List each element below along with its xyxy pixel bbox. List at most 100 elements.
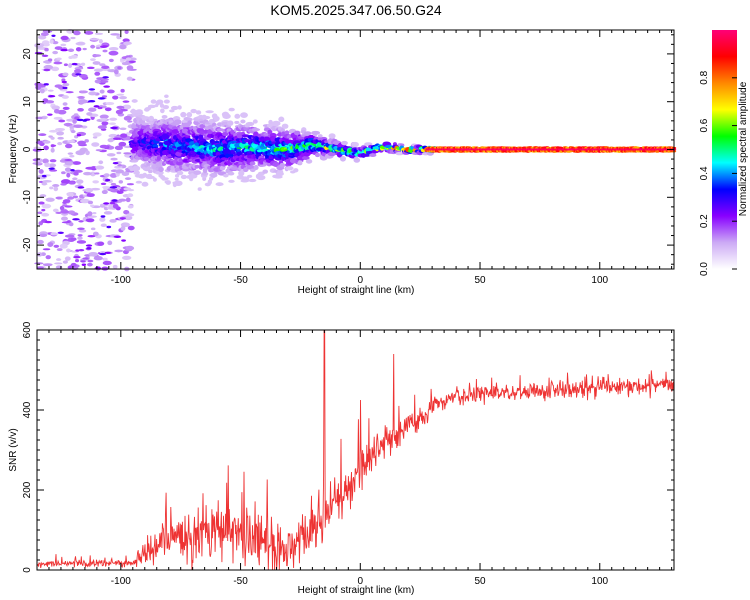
spectrogram-cell [99, 251, 106, 254]
spectrogram-x-tick-label: -100 [111, 275, 131, 286]
spectrogram-cell [186, 112, 193, 118]
colorbar-label: Normalized spectral amplitude [738, 81, 749, 216]
spectrogram-cell [101, 105, 107, 109]
spectrogram-cell [48, 129, 58, 133]
spectrogram-cell [307, 134, 315, 139]
spectrogram-cell [61, 95, 69, 99]
spectrogram-cell [253, 164, 259, 171]
spectrogram-cell [97, 97, 106, 100]
spectrogram-cell [93, 68, 104, 72]
snr-x-tick-label: -100 [111, 576, 131, 587]
spectrogram-cell [222, 113, 231, 119]
spectrogram-cell [42, 116, 47, 120]
spectrogram-cell [161, 133, 170, 140]
spectrogram-cell [241, 176, 250, 182]
spectrogram-cell [119, 96, 127, 100]
spectrogram-cell [52, 184, 60, 188]
spectrogram-cell [207, 179, 213, 185]
colorbar: 0.0 0.2 0.4 0.6 0.8 Normalized spectral ampl… [699, 30, 749, 276]
spectrogram-cell [109, 218, 117, 223]
spectrogram-cell [53, 244, 60, 248]
spectrogram-cell [114, 145, 123, 151]
spectrogram-cell [207, 125, 214, 129]
snr-panel: -100 -50 0 50 100 0 200 400 600 Height of straig… [8, 321, 675, 596]
spectrogram-cell [169, 109, 175, 113]
spectrogram-cell [54, 262, 63, 265]
spectrogram-y-axis-label: Frequency (Hz) [8, 115, 19, 184]
spectrogram-cell [37, 211, 43, 215]
spectrogram-cell [110, 182, 117, 186]
spectrogram-cell [66, 172, 71, 178]
spectrogram-cell [165, 180, 171, 185]
spectrogram-cell [127, 120, 133, 123]
spectrogram-cell [75, 73, 82, 76]
spectrogram-cell [119, 133, 128, 138]
spectrogram-cell [123, 209, 130, 215]
spectrogram-cell [215, 182, 224, 187]
spectrogram-cell [67, 196, 74, 200]
spectrogram-cell [94, 32, 104, 35]
spectrogram-cell [57, 136, 64, 140]
spectrogram-cell [67, 210, 76, 215]
spectrogram-cell [240, 112, 248, 119]
spectrogram-cell [112, 264, 118, 269]
spectrogram-cell [228, 179, 235, 183]
spectrogram-cell [43, 145, 49, 151]
spectrogram-cell [117, 163, 123, 167]
spectrogram-cell [95, 149, 103, 152]
spectrogram-cell [49, 39, 54, 44]
spectrogram-cell [82, 257, 89, 260]
spectrogram-cell [97, 125, 107, 130]
spectrogram-cell [70, 237, 77, 241]
spectrogram-cell [75, 47, 82, 52]
spectrogram-cell [78, 73, 88, 78]
spectrogram-cell [90, 44, 96, 49]
colorbar-tick-label: 0.2 [699, 214, 710, 228]
spectrogram-cell [85, 218, 95, 223]
spectrogram-cell [114, 249, 124, 253]
spectrogram-cell [51, 66, 60, 72]
spectrogram-cell [103, 202, 110, 205]
spectrogram-cell [56, 57, 62, 61]
spectrogram-cell [227, 171, 235, 176]
chart-title: KOM5.2025.347.06.50.G24 [270, 2, 441, 18]
spectrogram-cell [64, 143, 73, 149]
spectrogram-cell [37, 239, 44, 245]
spectrogram-cell [87, 100, 96, 103]
spectrogram-cell [42, 158, 49, 164]
colorbar-ticks: 0.0 0.2 0.4 0.6 0.8 [699, 70, 737, 276]
spectrogram-cell [102, 260, 112, 266]
spectrogram-x-tick-label: 50 [474, 275, 486, 286]
spectrogram-cell [77, 96, 85, 99]
spectrogram-cell [73, 172, 79, 176]
spectrogram-cell [64, 256, 71, 261]
spectrogram-cell [94, 172, 100, 175]
spectrogram-cell [60, 182, 67, 186]
snr-x-tick-label: -50 [233, 576, 248, 587]
spectrogram-cell [109, 201, 116, 205]
spectrogram-cell [123, 115, 132, 121]
spectrogram-cell [73, 113, 79, 117]
spectrogram-cell [57, 142, 63, 146]
spectrogram-cell [147, 104, 156, 109]
spectrogram-cell [73, 124, 83, 128]
spectrogram-cell [173, 180, 183, 187]
spectrogram-cell [99, 252, 107, 256]
spectrogram-cell [109, 173, 118, 178]
spectrogram-cell [72, 195, 79, 199]
spectrogram-cell [121, 61, 132, 66]
spectrogram-y-tick-label: 0 [22, 146, 33, 152]
spectrogram-cell [120, 225, 126, 231]
spectrogram-cell [150, 99, 157, 104]
spectrogram-cell [80, 260, 86, 263]
snr-y-tick-label: 200 [22, 481, 33, 498]
spectrogram-y-tick-label: -20 [22, 237, 33, 252]
spectrogram-cell [68, 222, 74, 227]
spectrogram-cell [199, 130, 204, 136]
spectrogram-cell [304, 131, 312, 136]
spectrogram-cell [227, 120, 234, 126]
spectrogram-cell [95, 165, 105, 170]
spectrogram-cell [60, 179, 71, 185]
colorbar-gradient [712, 30, 737, 269]
